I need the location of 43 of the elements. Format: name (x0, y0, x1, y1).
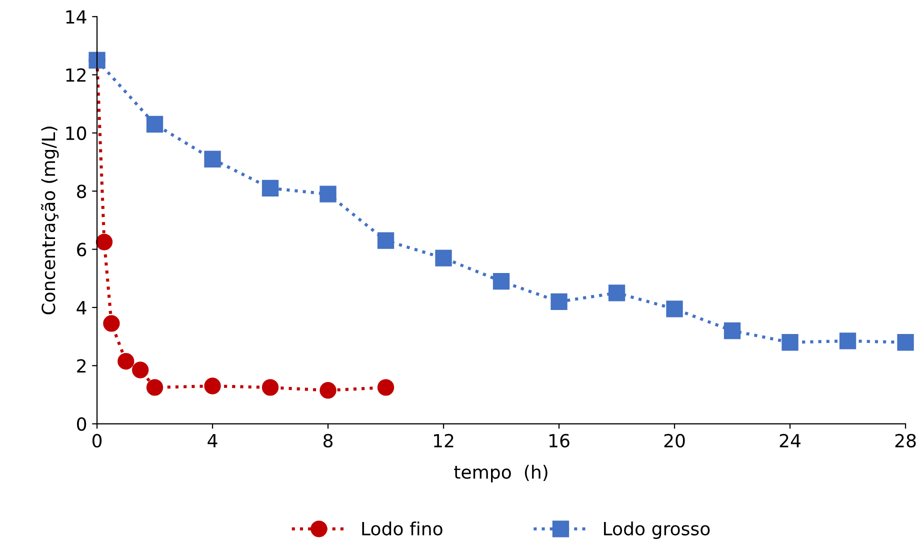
point (666, 300, 683, 318)
x-tick-label: 4 (208, 434, 218, 448)
point (204, 378, 221, 394)
y-tick-label: 4 (76, 301, 86, 314)
y-axis-title: Concentração (mg/L) (40, 126, 59, 314)
point (204, 150, 221, 168)
point (146, 379, 164, 396)
x-axis-title: tempo (h) (454, 464, 548, 482)
point (435, 250, 452, 266)
legend-label: Lodo grosso (604, 522, 710, 539)
y-tick-label: 12 (66, 68, 86, 82)
point (103, 315, 120, 332)
point (320, 186, 336, 202)
y-tick-label: 8 (77, 184, 86, 198)
point (262, 379, 279, 396)
legend-label: Lodo fino (362, 522, 442, 536)
x-tick-label: 20 (664, 434, 685, 448)
x-tick-label: 28 (895, 434, 916, 448)
point (782, 334, 798, 351)
point (492, 272, 510, 290)
x-tick-label: 24 (780, 434, 800, 448)
point (118, 352, 134, 370)
y-tick-label: 6 (77, 242, 86, 256)
point (320, 382, 336, 399)
point (146, 116, 164, 133)
point (377, 232, 394, 249)
point (608, 284, 626, 302)
y-tick-label: 10 (66, 126, 86, 140)
point (550, 293, 568, 310)
point (377, 379, 394, 396)
x-tick-label: 12 (434, 434, 454, 448)
x-tick-label: 8 (324, 434, 333, 448)
x-tick-label: 0 (92, 434, 102, 448)
point (897, 334, 914, 351)
y-tick-label: 0 (77, 417, 86, 431)
point (262, 180, 279, 197)
point (132, 362, 149, 378)
point (724, 322, 741, 340)
y-tick-label: 14 (66, 10, 86, 24)
y-tick-label: 2 (77, 359, 86, 372)
point (839, 332, 856, 350)
point (96, 234, 113, 250)
x-tick-label: 16 (550, 434, 570, 448)
